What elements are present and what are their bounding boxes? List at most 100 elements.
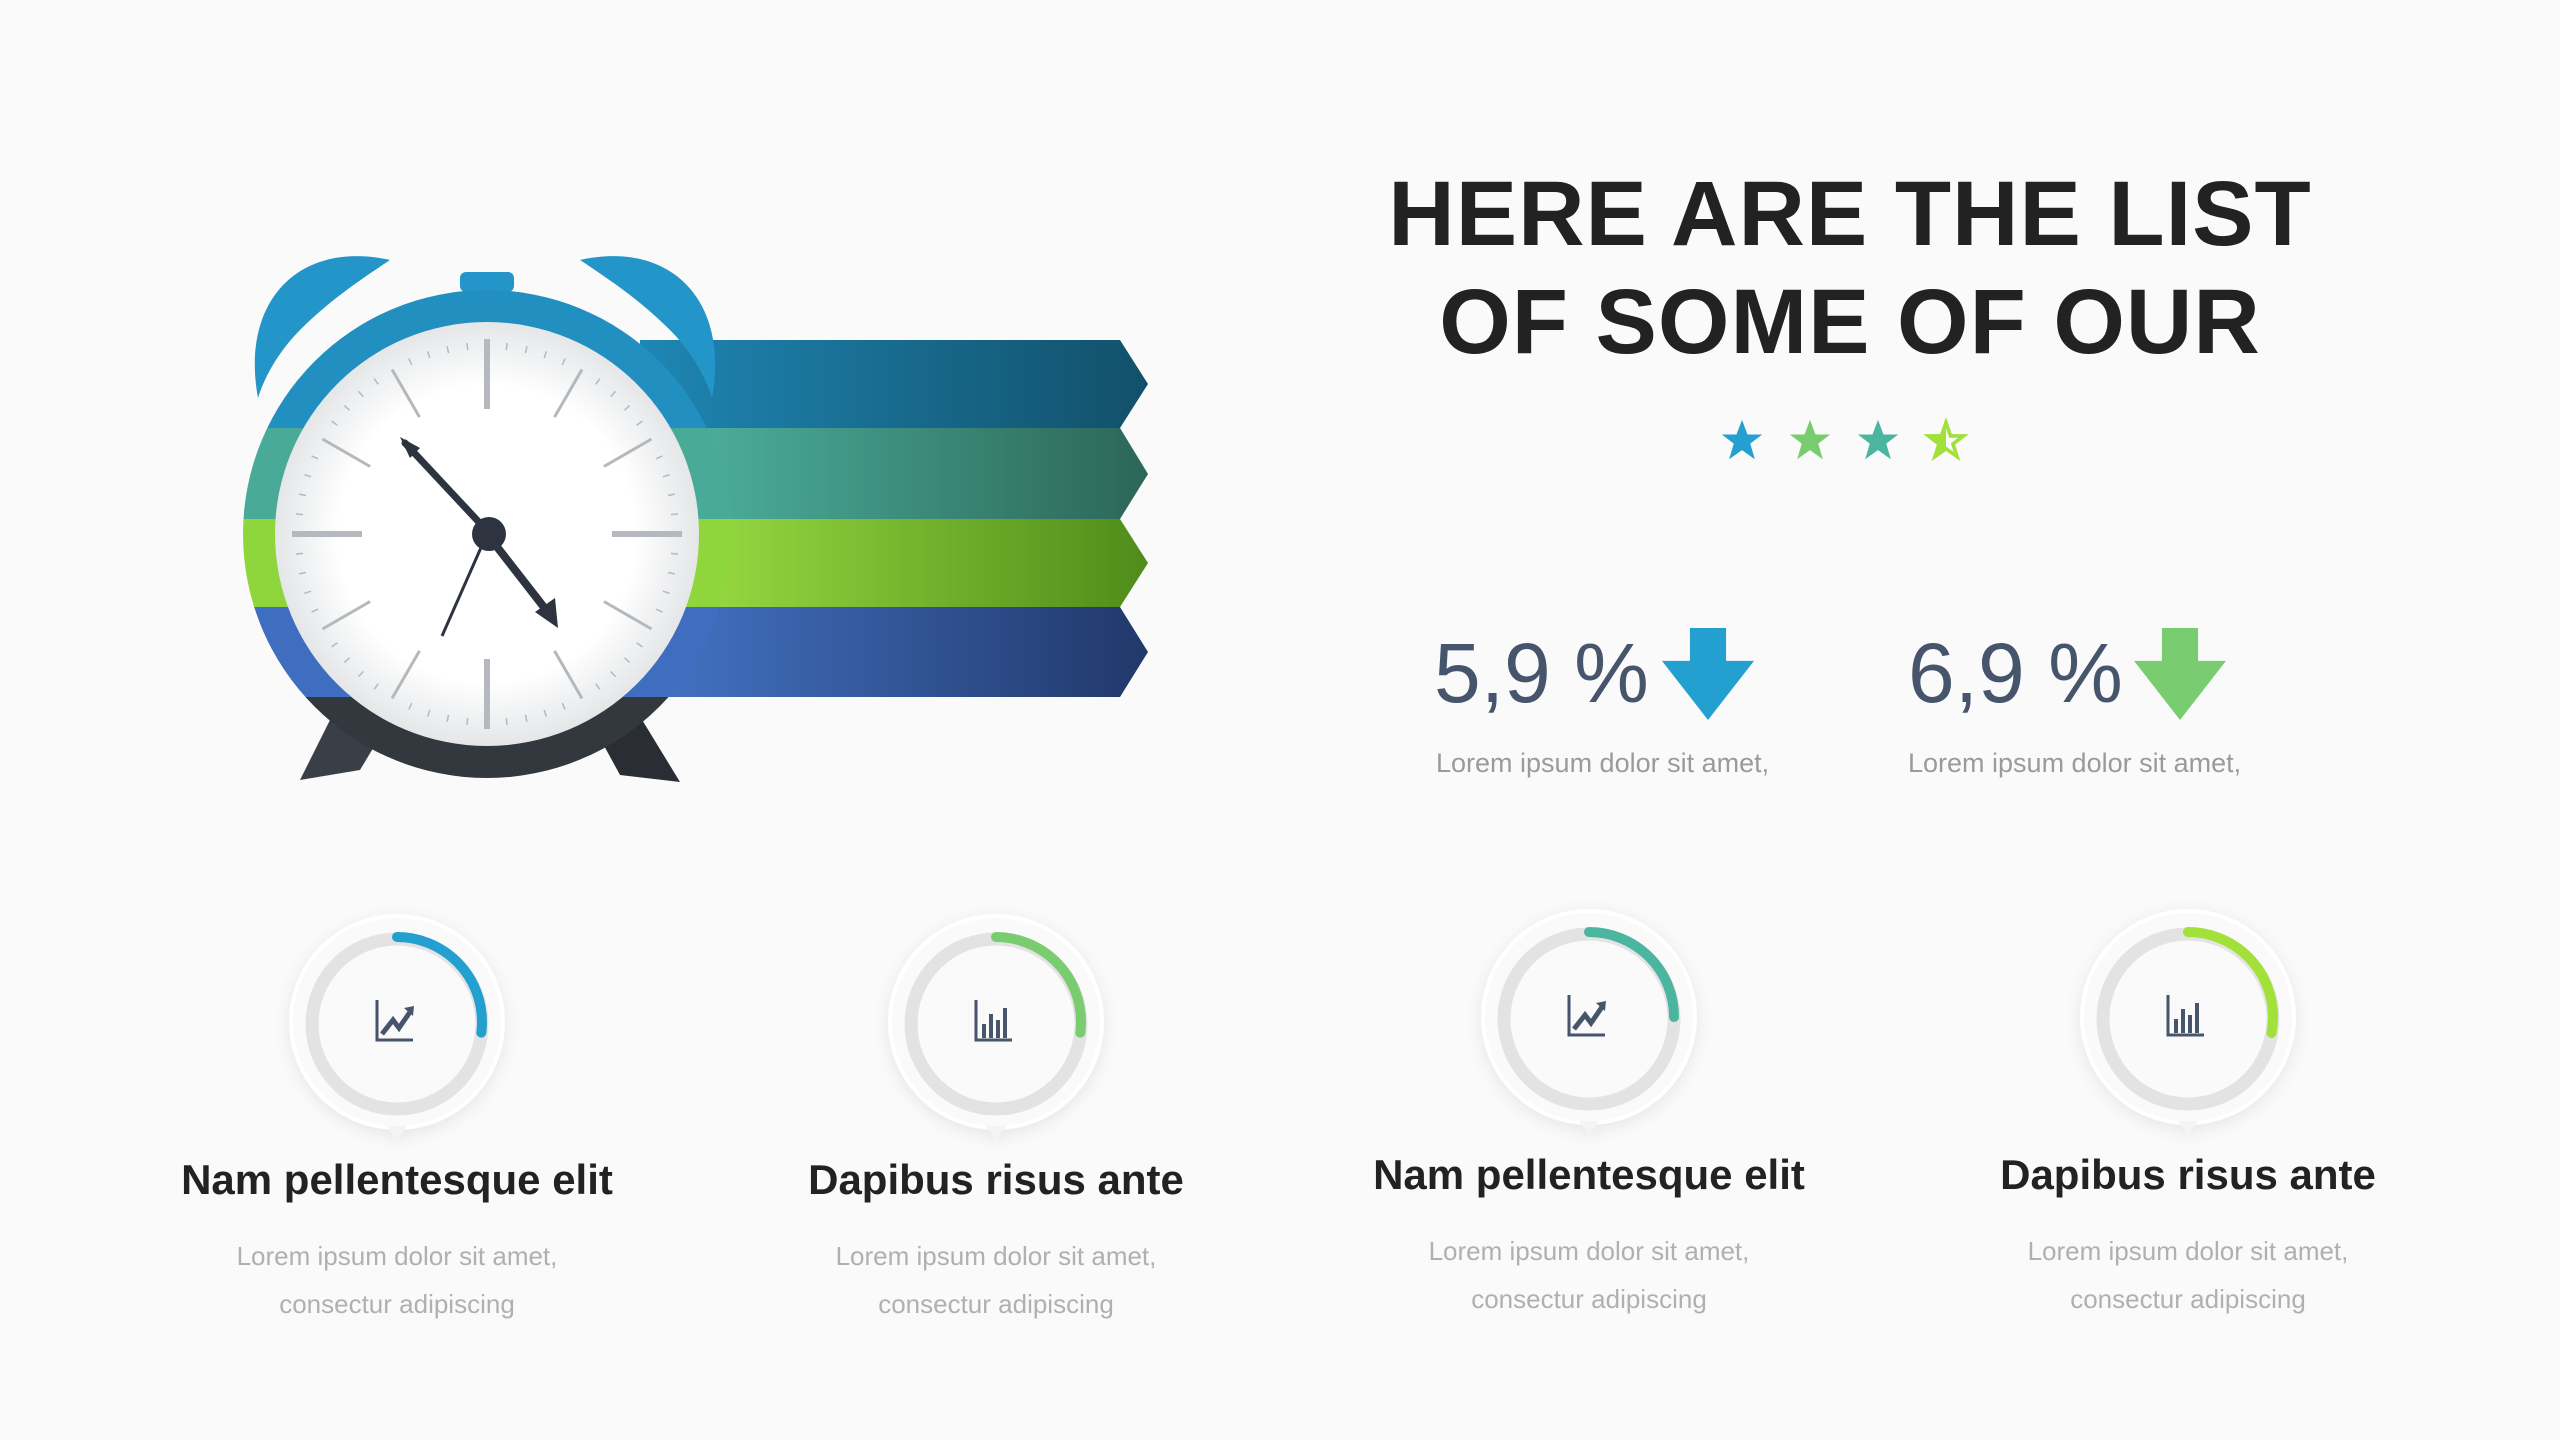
clock-tick bbox=[331, 642, 338, 648]
clock-tick bbox=[623, 657, 631, 664]
clock-bell-right bbox=[580, 256, 716, 398]
card-desc-line-2: consectur adipiscing bbox=[878, 1289, 1114, 1319]
alarm-clock-illustration bbox=[243, 256, 1148, 782]
title-line-1: HERE ARE THE LIST bbox=[1388, 163, 2312, 265]
clock-tick bbox=[561, 358, 566, 366]
card-description: Lorem ipsum dolor sit amet, consectur ad… bbox=[1888, 1227, 2488, 1323]
clock-tick bbox=[667, 571, 675, 575]
clock-tick bbox=[466, 717, 469, 726]
clock-tick bbox=[553, 368, 584, 418]
clock-tick bbox=[299, 571, 307, 575]
bar-chart-icon bbox=[974, 1000, 1012, 1042]
clock-tick bbox=[304, 473, 312, 478]
clock-hour-hand bbox=[401, 439, 494, 538]
clock-bell-left bbox=[254, 256, 390, 398]
clock-tick bbox=[373, 683, 379, 690]
page-title: HERE ARE THE LIST OF SOME OF OUR bbox=[1300, 160, 2400, 376]
clock-tick bbox=[311, 608, 319, 613]
clock-tick bbox=[655, 608, 663, 613]
star-half-icon bbox=[1924, 418, 1968, 462]
clock-tick bbox=[595, 683, 601, 690]
clock-tick bbox=[505, 342, 508, 351]
ribbon-2 bbox=[640, 428, 1148, 519]
clock-tick bbox=[667, 493, 675, 497]
clock-tick bbox=[446, 346, 450, 354]
progress-ring bbox=[289, 914, 505, 1140]
progress-ring bbox=[1481, 909, 1697, 1135]
card-desc-line-1: Lorem ipsum dolor sit amet, bbox=[835, 1241, 1157, 1271]
clock-tick bbox=[373, 378, 379, 385]
card-desc-line-1: Lorem ipsum dolor sit amet, bbox=[2027, 1236, 2349, 1266]
ribbons bbox=[640, 340, 1148, 697]
clock-tick bbox=[543, 351, 548, 359]
arrow-down-icon bbox=[2134, 628, 2226, 720]
progress-arc bbox=[1499, 927, 1679, 1107]
progress-arc bbox=[906, 932, 1086, 1112]
card-desc-line-2: consectur adipiscing bbox=[2070, 1284, 2306, 1314]
progress-arc bbox=[2098, 927, 2278, 1107]
stat-value-1: 5,9 % bbox=[1434, 626, 1649, 720]
clock-tick bbox=[466, 342, 469, 351]
card-title: Nam pellentesque elit bbox=[1373, 1151, 1805, 1198]
clock-tick bbox=[446, 714, 450, 722]
trend-chart-icon bbox=[1567, 995, 1606, 1037]
clock-tick bbox=[311, 455, 319, 460]
clock-tick bbox=[670, 513, 679, 516]
card-desc-line-1: Lorem ipsum dolor sit amet, bbox=[236, 1241, 558, 1271]
clock-tick bbox=[610, 670, 617, 678]
clock-tick bbox=[390, 368, 421, 418]
title-line-2: OF SOME OF OUR bbox=[1439, 271, 2261, 373]
clock-tick bbox=[426, 351, 431, 359]
clock-tick bbox=[553, 650, 584, 700]
clock-tick bbox=[610, 390, 617, 398]
clock-tick bbox=[408, 702, 413, 710]
card-title: Dapibus risus ante bbox=[2000, 1151, 2376, 1198]
clock-second-hand bbox=[440, 533, 489, 637]
clock-ticks bbox=[292, 339, 682, 729]
card-desc-line-2: consectur adipiscing bbox=[279, 1289, 515, 1319]
clock-tick bbox=[321, 600, 371, 631]
clock-center bbox=[472, 517, 506, 551]
ribbon-4 bbox=[640, 607, 1148, 697]
clock-tick bbox=[304, 590, 312, 595]
clock-top-knob bbox=[460, 272, 514, 292]
clock-tick bbox=[670, 552, 679, 555]
clock-tick bbox=[603, 600, 653, 631]
clock-tick bbox=[524, 714, 528, 722]
clock-tick bbox=[295, 552, 304, 555]
trend-chart-icon bbox=[375, 1000, 414, 1042]
clock-tick bbox=[662, 473, 670, 478]
progress-ring bbox=[2080, 909, 2296, 1135]
clock-tick bbox=[299, 493, 307, 497]
progress-ring bbox=[888, 914, 1104, 1140]
clock-tick bbox=[543, 709, 548, 717]
star-rating bbox=[1720, 418, 1968, 462]
clock-tick bbox=[426, 709, 431, 717]
star-icon bbox=[1721, 419, 1763, 460]
clock-tick bbox=[595, 378, 601, 385]
ribbon-3 bbox=[640, 519, 1148, 607]
clock-tick bbox=[343, 657, 351, 664]
clock-tick bbox=[321, 437, 371, 468]
clock-tick bbox=[623, 404, 631, 411]
clock-tick bbox=[655, 455, 663, 460]
clock-tick bbox=[331, 420, 338, 426]
clock-tick bbox=[357, 390, 364, 398]
clock-tick bbox=[524, 346, 528, 354]
card-description: Lorem ipsum dolor sit amet, consectur ad… bbox=[97, 1232, 697, 1328]
arrow-down-icon bbox=[1662, 628, 1754, 720]
clock-tick bbox=[295, 513, 304, 516]
clock-tick bbox=[505, 717, 508, 726]
clock-tick bbox=[343, 404, 351, 411]
clock-minute-arrow bbox=[535, 598, 558, 628]
card-description: Lorem ipsum dolor sit amet, consectur ad… bbox=[696, 1232, 1296, 1328]
ribbon-1 bbox=[640, 340, 1148, 428]
clock-tick bbox=[561, 702, 566, 710]
clock-tick bbox=[408, 358, 413, 366]
progress-arc bbox=[307, 932, 487, 1112]
card-title: Nam pellentesque elit bbox=[181, 1156, 613, 1203]
stat-value-2: 6,9 % bbox=[1908, 626, 2123, 720]
star-icon bbox=[1857, 419, 1899, 460]
stat-caption-1: Lorem ipsum dolor sit amet, bbox=[1436, 748, 1770, 778]
card-description: Lorem ipsum dolor sit amet, consectur ad… bbox=[1289, 1227, 1889, 1323]
